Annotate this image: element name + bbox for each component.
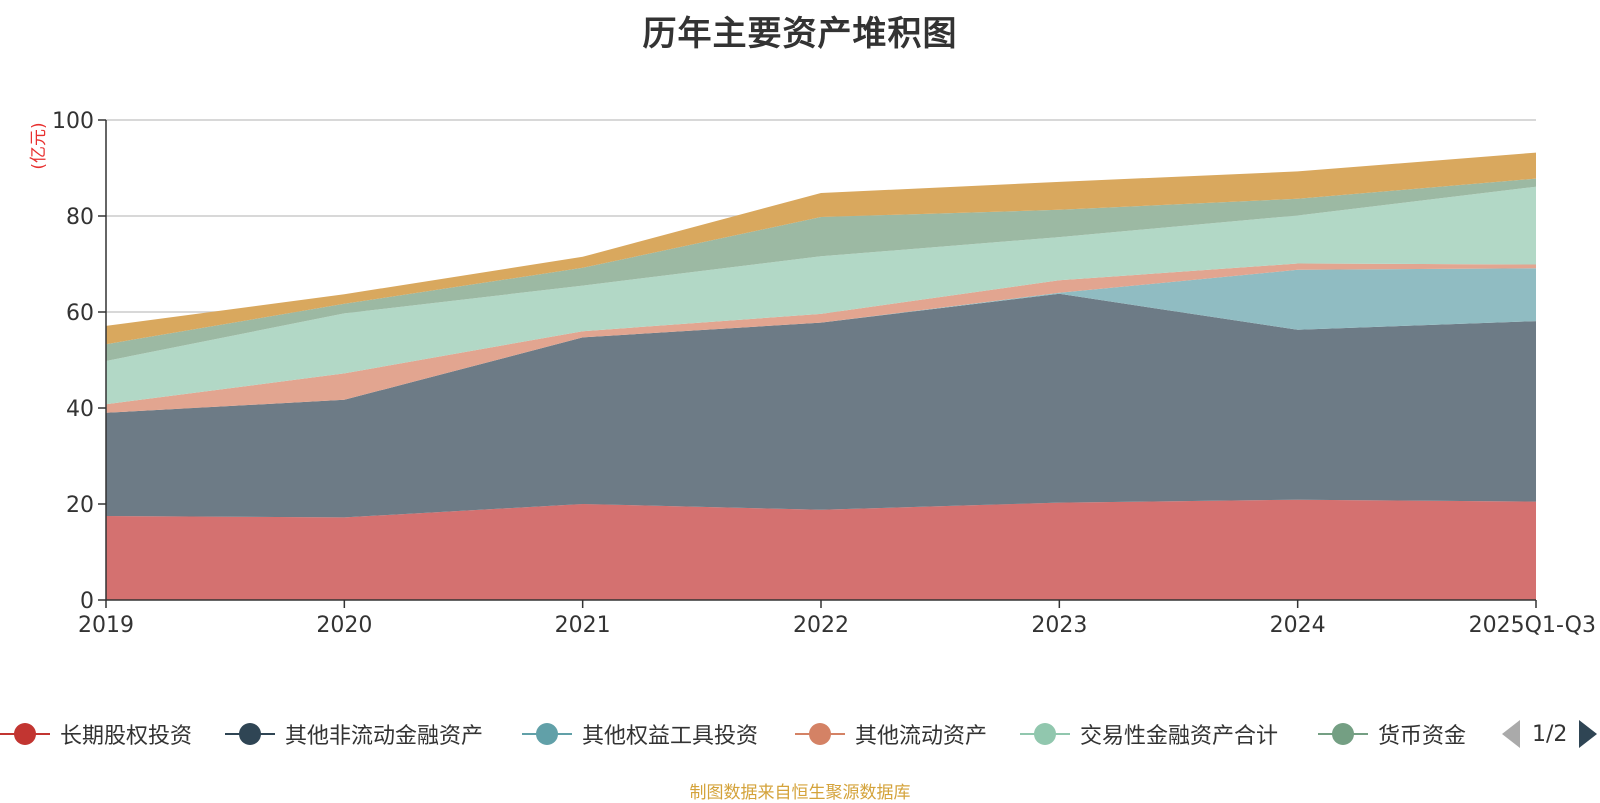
- x-tick-label: 2019: [78, 613, 134, 638]
- legend-item-trading-financial-assets[interactable]: 交易性金融资产合计: [1020, 714, 1278, 754]
- legend-circle-icon: [0, 723, 50, 745]
- legend-label: 其他权益工具投资: [582, 724, 759, 749]
- legend-label: 其他非流动金融资产: [285, 724, 484, 749]
- area-series-0: [106, 499, 1536, 600]
- y-tick-label: 0: [80, 589, 94, 614]
- legend-pager: 1/2: [1500, 714, 1599, 754]
- area-series-3: [106, 263, 1536, 413]
- previous-page-arrow-icon[interactable]: [1500, 718, 1524, 750]
- x-tick-label: 2024: [1270, 613, 1326, 638]
- y-tick-label: 100: [52, 109, 94, 134]
- stacked-area-chart: 0 20 40 60 80 100 2019 2020 2021 2022 2023 2024 2025…: [29, 109, 1596, 638]
- area-series-6: [106, 152, 1536, 345]
- x-tick-label: 2020: [316, 613, 372, 638]
- axis-layer: 0 20 40 60 80 100 2019 2020 2021 2022 2023 2024 2025…: [52, 109, 1596, 638]
- legend-circle-icon: [225, 723, 275, 745]
- y-tick-label: 40: [66, 397, 94, 422]
- legend-page-indicator: 1/2: [1532, 721, 1568, 747]
- area-layer: [106, 152, 1536, 600]
- legend-item-long-term-equity[interactable]: 长期股权投资: [0, 714, 192, 754]
- area-series-4: [106, 186, 1536, 405]
- legend-label: 货币资金: [1378, 724, 1467, 749]
- y-tick-label: 20: [66, 493, 94, 518]
- chart-title: 历年主要资产堆积图: [642, 14, 958, 54]
- legend-item-other-noncurrent-financial[interactable]: 其他非流动金融资产: [225, 714, 483, 754]
- area-series-5: [106, 178, 1536, 361]
- x-tick-label: 2022: [793, 613, 849, 638]
- legend-item-other-current-assets[interactable]: 其他流动资产: [795, 714, 987, 754]
- data-source-note: 制图数据来自恒生聚源数据库: [689, 783, 911, 803]
- y-tick-label: 60: [66, 301, 94, 326]
- y-axis-unit-label: (亿元): [29, 122, 49, 169]
- legend-item-other-equity-instruments[interactable]: 其他权益工具投资: [522, 714, 758, 754]
- legend-circle-icon: [522, 723, 572, 745]
- x-tick-label: 2025Q1-Q3: [1469, 613, 1596, 638]
- legend: 长期股权投资 其他非流动金融资产 其他权益工具投资 其他流动资产 交易性金融资产…: [0, 714, 1600, 754]
- area-series-2: [106, 268, 1536, 413]
- next-page-arrow-icon[interactable]: [1575, 718, 1599, 750]
- legend-circle-icon: [1318, 723, 1368, 745]
- legend-circle-icon: [795, 723, 845, 745]
- legend-item-cash[interactable]: 货币资金: [1318, 714, 1466, 754]
- legend-label: 其他流动资产: [855, 724, 988, 749]
- y-tick-label: 80: [66, 205, 94, 230]
- legend-circle-icon: [1020, 723, 1070, 745]
- legend-label: 交易性金融资产合计: [1080, 724, 1279, 749]
- x-tick-label: 2021: [555, 613, 611, 638]
- legend-label: 长期股权投资: [60, 724, 193, 749]
- x-tick-label: 2023: [1031, 613, 1087, 638]
- area-series-1: [106, 293, 1536, 518]
